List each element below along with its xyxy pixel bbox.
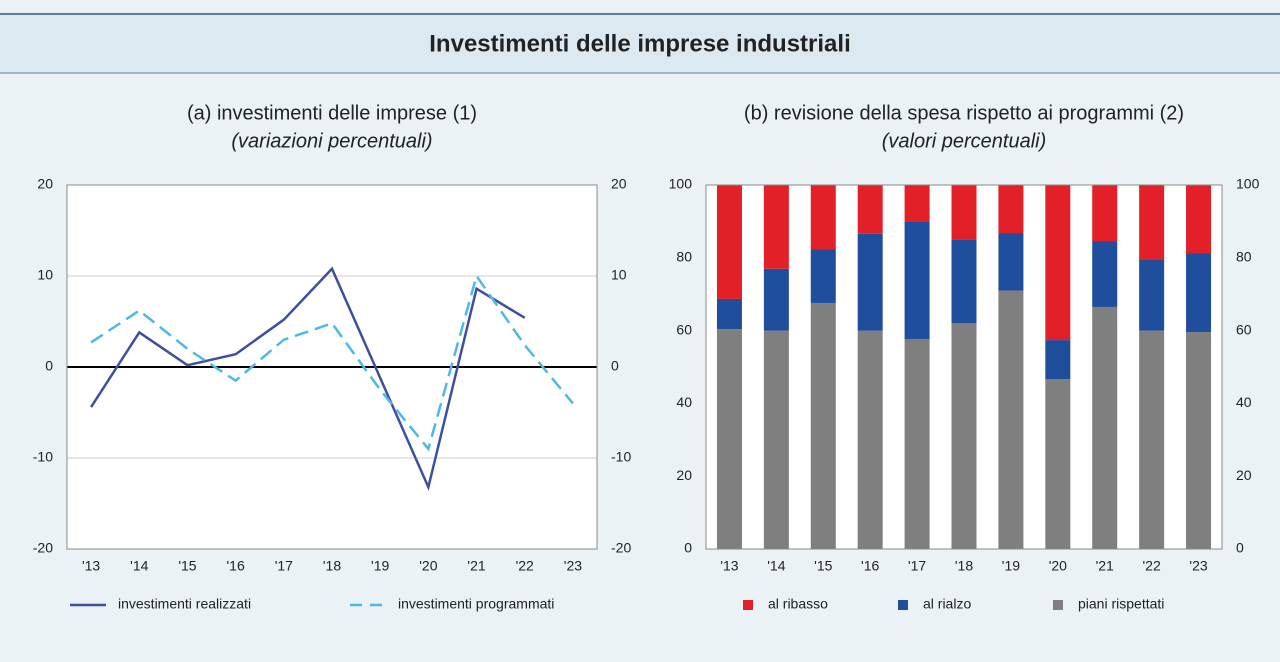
x-tick-label: '14 [130,558,148,574]
bar-segment [1045,340,1071,380]
x-tick-label: '23 [1189,558,1207,574]
legend-label: al rialzo [923,596,971,612]
x-tick-label: '19 [1002,558,1020,574]
bar-segment [1045,185,1071,341]
x-tick-label: '21 [1096,558,1114,574]
bar-segment [1092,306,1118,549]
plot-frame [705,184,1223,550]
x-tick-label: '23 [564,558,582,574]
bar-segment [1139,185,1165,260]
bar-segment [716,185,742,299]
legend-label: investimenti programmati [398,596,554,612]
x-tick-label: '15 [178,558,196,574]
bar-segment [904,185,930,222]
chart-subtitle: (valori percentuali) [882,130,1047,152]
bar-segment [1186,185,1212,254]
y-tick-label: 20 [37,176,53,192]
chart-title: (a) investimenti delle imprese (1) [187,102,477,124]
x-tick-label: '19 [371,558,389,574]
bar-segment [763,268,789,331]
bar-segment [1092,241,1118,307]
bar-segment [857,233,883,331]
series-line [90,273,574,452]
bar-segment [998,233,1024,291]
plot-frame [66,184,598,550]
x-tick-label: '17 [908,558,926,574]
bar-segment [951,323,977,549]
x-tick-label: '21 [467,558,485,574]
bar-segment [951,239,977,324]
x-tick-label: '16 [227,558,245,574]
y-tick-label: 100 [669,176,693,192]
x-tick-label: '18 [955,558,973,574]
y2-tick-label: 60 [1236,321,1252,337]
bar-segment [998,290,1024,549]
x-tick-label: '22 [1143,558,1161,574]
y-tick-label: 40 [676,394,692,410]
series-line [90,266,526,491]
bar-segment [1092,185,1118,242]
legend-swatch [743,600,753,610]
bar-segment [716,329,742,549]
y2-tick-label: 100 [1236,176,1260,192]
chart-title: (b) revisione della spesa rispetto ai pr… [744,102,1184,124]
bar-segment [1186,253,1212,333]
bar-segment [904,221,930,339]
chart-subtitle: (variazioni percentuali) [231,130,432,152]
x-tick-label: '20 [419,558,437,574]
legend-label: al ribasso [768,596,828,612]
bar-segment [904,338,930,549]
y2-tick-label: 10 [611,267,627,283]
bar-segment [951,185,977,240]
title-band [0,15,1280,73]
y-tick-label: 0 [684,540,692,556]
x-tick-label: '20 [1049,558,1067,574]
y-tick-label: 80 [676,249,692,265]
y-tick-label: 10 [37,267,53,283]
bar-segment [763,330,789,549]
x-tick-label: '17 [275,558,293,574]
y-tick-label: 60 [676,321,692,337]
x-tick-label: '13 [82,558,100,574]
bar-segment [763,185,789,269]
bar-segment [810,185,836,250]
legend-swatch [1053,600,1063,610]
y2-tick-label: 20 [1236,467,1252,483]
y2-tick-label: -10 [611,449,631,465]
y-tick-label: -10 [33,449,53,465]
y2-tick-label: 40 [1236,394,1252,410]
bar-segment [1139,330,1165,549]
legend-label: piani rispettati [1078,596,1164,612]
bar-segment [1139,259,1165,331]
x-tick-label: '22 [516,558,534,574]
x-tick-label: '14 [767,558,785,574]
y2-tick-label: 20 [611,176,627,192]
bar-segment [857,330,883,549]
bar-segment [857,185,883,234]
bar-segment [1186,332,1212,549]
y2-tick-label: 0 [611,358,619,374]
bar-segment [998,185,1024,234]
x-tick-label: '16 [861,558,879,574]
x-tick-label: '15 [814,558,832,574]
figure-title: Investimenti delle imprese industriali [429,30,850,57]
y2-tick-label: 80 [1236,249,1252,265]
x-tick-label: '13 [720,558,738,574]
y-tick-label: 20 [676,467,692,483]
y-tick-label: -20 [33,540,53,556]
y-tick-label: 0 [45,358,53,374]
legend-swatch [898,600,908,610]
x-tick-label: '18 [323,558,341,574]
legend-label: investimenti realizzati [118,596,251,612]
bar-segment [810,302,836,549]
bar-segment [810,249,836,303]
bar-segment [716,298,742,330]
y2-tick-label: -20 [611,540,631,556]
bar-segment [1045,379,1071,549]
y2-tick-label: 0 [1236,540,1244,556]
